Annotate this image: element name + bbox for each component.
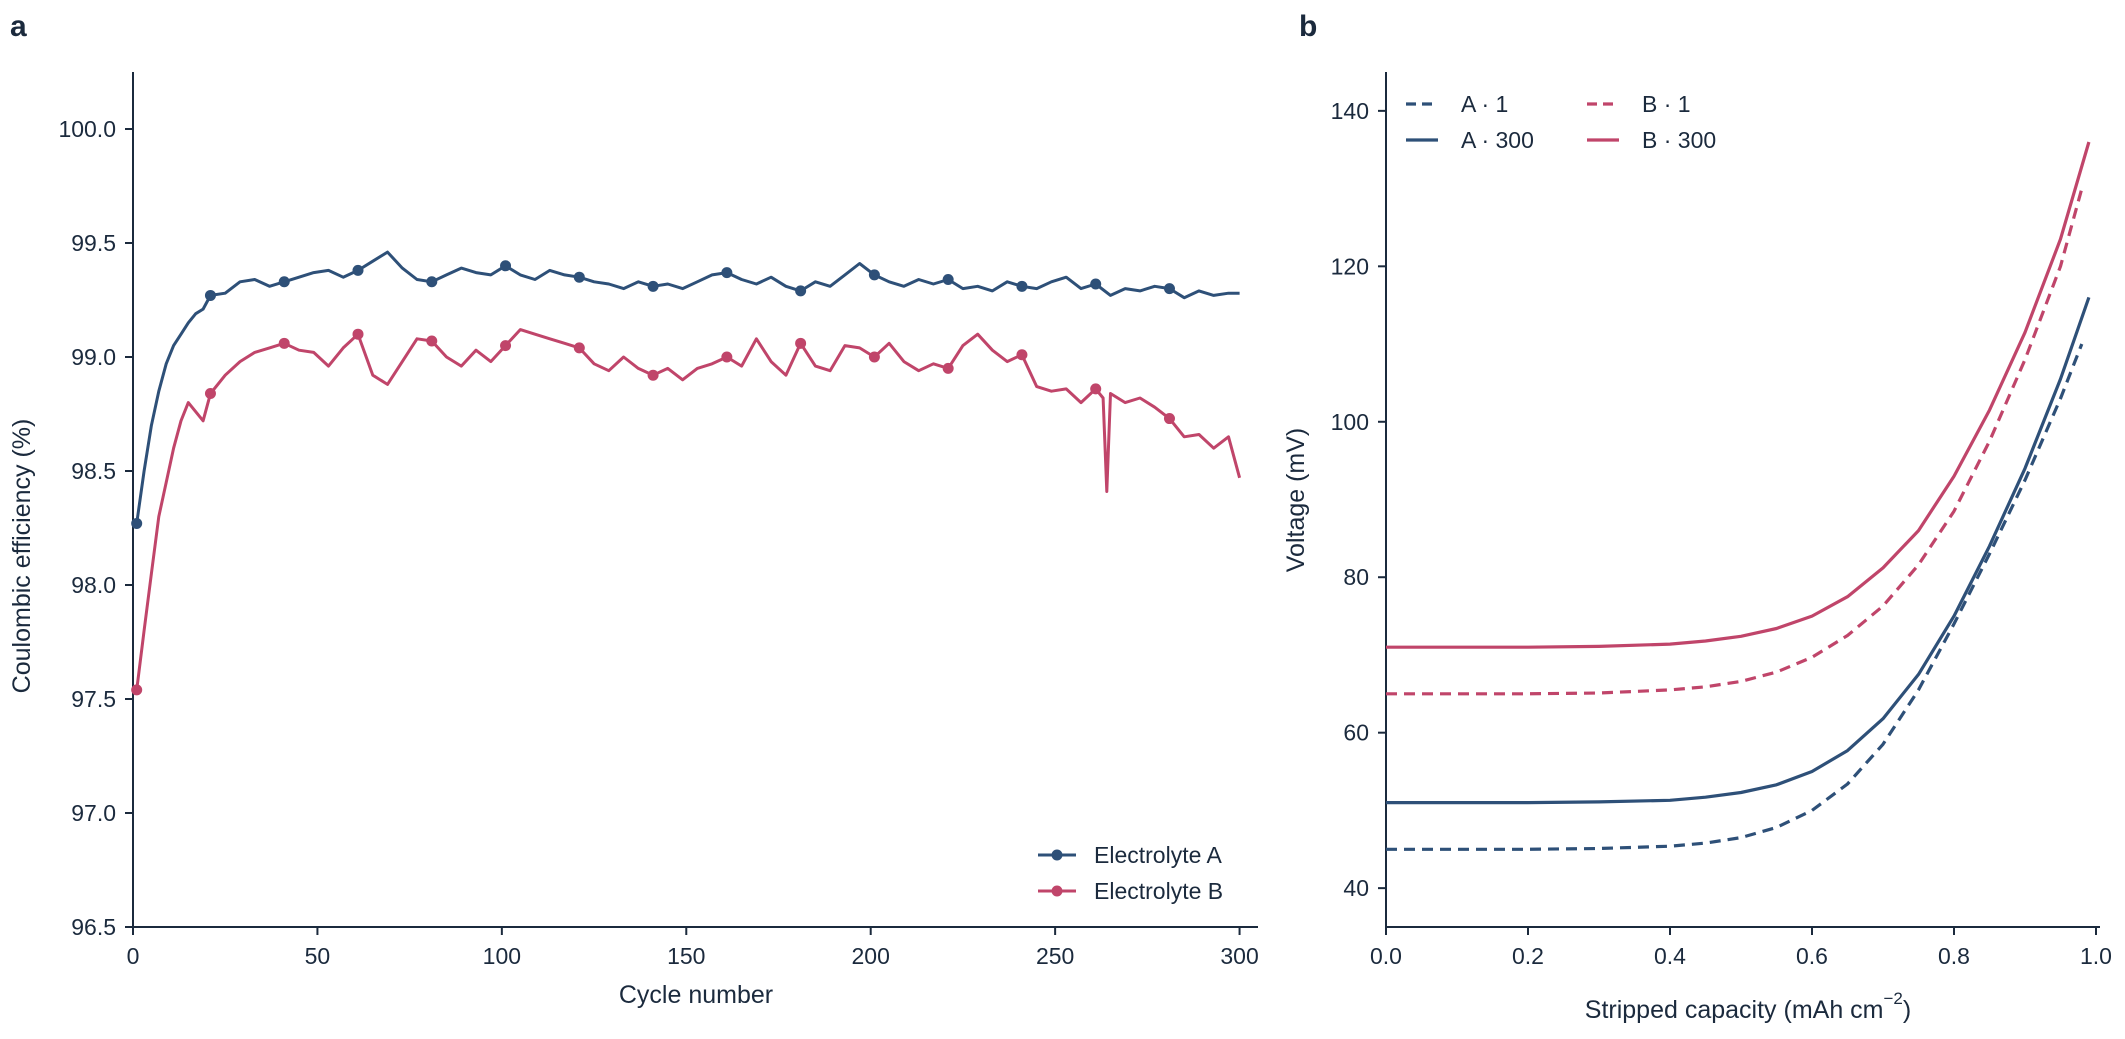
data-point-electrolyte-b bbox=[500, 340, 512, 352]
panel-a-y-tick-label: 98.5 bbox=[71, 458, 116, 484]
panel-b-y-tick-label: 80 bbox=[1343, 564, 1369, 590]
panel-b-y-tick-label: 60 bbox=[1343, 720, 1369, 746]
series-line-b-1 bbox=[1386, 188, 2084, 696]
series-line-a-1 bbox=[1386, 343, 2084, 851]
legend-label-b-300: B · 300 bbox=[1642, 127, 1716, 153]
panel-a-y-tick-label: 99.5 bbox=[71, 230, 116, 256]
data-point-electrolyte-a bbox=[352, 264, 364, 276]
panel-a-y-tick-label: 99.0 bbox=[71, 344, 116, 370]
data-point-electrolyte-a bbox=[1016, 280, 1028, 292]
panel-b-x-tick-label: 0.2 bbox=[1512, 943, 1544, 969]
data-point-electrolyte-a bbox=[426, 276, 438, 288]
data-point-electrolyte-a bbox=[573, 271, 585, 283]
series-line-electrolyte-a bbox=[135, 250, 1240, 524]
panel-b: b 0.0 0.2 0.4 0.6 0.8 1.0 40 60 80 100 120 140 A · … bbox=[1282, 10, 2112, 1024]
panel-b-y-tick-label: 120 bbox=[1331, 253, 1369, 279]
series-line-b-300 bbox=[1386, 141, 2091, 649]
data-point-electrolyte-b bbox=[795, 337, 807, 349]
series-line-electrolyte-b bbox=[135, 328, 1242, 691]
data-point-electrolyte-b bbox=[1016, 349, 1028, 361]
panel-a-x-tick-label: 250 bbox=[1036, 943, 1074, 969]
panel-b-y-tick-label: 100 bbox=[1331, 409, 1369, 435]
legend-label-a-1: A · 1 bbox=[1461, 91, 1508, 117]
panel-a-x-tick-label: 150 bbox=[667, 943, 705, 969]
data-point-electrolyte-a bbox=[795, 285, 807, 297]
data-point-electrolyte-a bbox=[647, 280, 659, 292]
panel-a-y-tick-label: 96.5 bbox=[71, 914, 116, 940]
legend-label-a-300: A · 300 bbox=[1461, 127, 1534, 153]
panel-b-x-tick-label: 0.8 bbox=[1938, 943, 1970, 969]
panel-a-x-tick-label: 100 bbox=[483, 943, 521, 969]
data-point-electrolyte-a bbox=[131, 517, 143, 529]
panel-b-y-tick-label: 40 bbox=[1343, 875, 1369, 901]
data-point-electrolyte-a bbox=[1163, 283, 1175, 295]
data-point-electrolyte-a bbox=[1090, 278, 1102, 290]
panel-a-x-tick-label: 200 bbox=[852, 943, 890, 969]
panel-a-y-tick-label: 98.0 bbox=[71, 572, 116, 598]
legend-marker-electrolyte-a bbox=[1051, 849, 1063, 861]
panel-b-x-tick-label: 0.4 bbox=[1654, 943, 1686, 969]
data-point-electrolyte-b bbox=[1090, 383, 1102, 395]
panel-a-x-axis-title: Cycle number bbox=[619, 981, 773, 1009]
panel-a-y-tick-label: 100.0 bbox=[58, 116, 116, 142]
panel-a-x-tick-label: 0 bbox=[127, 943, 140, 969]
data-point-electrolyte-b bbox=[426, 335, 438, 347]
panel-b-y-tick-label: 140 bbox=[1331, 98, 1369, 124]
panel-b-x-axis-title-superscript: −2 bbox=[1884, 989, 1903, 1008]
panel-a-series bbox=[131, 250, 1242, 696]
panel-b-x-tick-label: 0.6 bbox=[1796, 943, 1828, 969]
legend-label-electrolyte-a: Electrolyte A bbox=[1094, 842, 1222, 868]
panel-a-y-axis-title: Coulombic efficiency (%) bbox=[8, 419, 36, 694]
data-point-electrolyte-a bbox=[868, 269, 880, 281]
panel-b-x-axis-title-suffix: ) bbox=[1903, 996, 1911, 1024]
panel-a-y-tick-label: 97.0 bbox=[71, 800, 116, 826]
series-line-a-300 bbox=[1386, 296, 2091, 805]
data-point-electrolyte-b bbox=[352, 328, 364, 340]
data-point-electrolyte-b bbox=[204, 387, 216, 399]
panel-b-axes: 0.0 0.2 0.4 0.6 0.8 1.0 40 60 80 100 120 140 bbox=[1331, 72, 2112, 969]
data-point-electrolyte-b bbox=[868, 351, 880, 363]
panel-b-x-axis-title-main: Stripped capacity (mAh cm bbox=[1585, 996, 1884, 1024]
panel-a-axes: 0 50 100 150 200 250 300 96.5 97.0 97.5 98.0 98.5 99… bbox=[58, 72, 1259, 969]
data-point-electrolyte-a bbox=[204, 289, 216, 301]
panel-b-x-axis-title: Stripped capacity (mAh cm−2) bbox=[1585, 989, 1911, 1024]
data-point-electrolyte-b bbox=[721, 351, 733, 363]
legend-label-b-1: B · 1 bbox=[1642, 91, 1691, 117]
data-point-electrolyte-b bbox=[131, 684, 143, 696]
panel-a-x-tick-label: 50 bbox=[305, 943, 331, 969]
panel-b-label: b bbox=[1299, 10, 1317, 43]
panel-b-y-axis-title: Voltage (mV) bbox=[1282, 428, 1310, 573]
data-point-electrolyte-a bbox=[942, 273, 954, 285]
data-point-electrolyte-b bbox=[1163, 413, 1175, 425]
panel-a-label: a bbox=[10, 10, 27, 43]
data-point-electrolyte-b bbox=[647, 369, 659, 381]
legend-marker-electrolyte-b bbox=[1051, 885, 1063, 897]
panel-a: a 0 50 100 150 200 250 300 96.5 97.0 97.5 98.0 98.5… bbox=[8, 10, 1259, 1009]
data-point-electrolyte-b bbox=[278, 337, 290, 349]
panel-b-legend: A · 1 A · 300 B · 1 B · 300 bbox=[1406, 91, 1716, 153]
data-point-electrolyte-b bbox=[573, 342, 585, 354]
data-point-electrolyte-b bbox=[942, 362, 954, 374]
panel-b-x-tick-label: 1.0 bbox=[2080, 943, 2112, 969]
panel-a-y-tick-label: 97.5 bbox=[71, 686, 116, 712]
panel-a-x-tick-label: 300 bbox=[1220, 943, 1258, 969]
legend-label-electrolyte-b: Electrolyte B bbox=[1094, 878, 1223, 904]
data-point-electrolyte-a bbox=[500, 260, 512, 272]
panel-b-x-tick-label: 0.0 bbox=[1370, 943, 1402, 969]
data-point-electrolyte-a bbox=[278, 276, 290, 288]
data-point-electrolyte-a bbox=[721, 267, 733, 279]
panel-b-series bbox=[1386, 141, 2091, 851]
panel-a-legend: Electrolyte A Electrolyte B bbox=[1038, 842, 1223, 904]
